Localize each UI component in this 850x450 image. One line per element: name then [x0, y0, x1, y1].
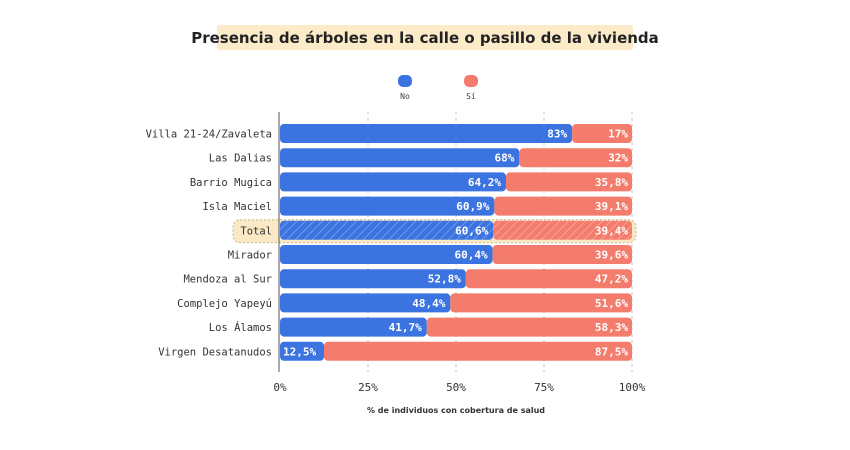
category-label: Los Álamos [209, 321, 272, 334]
value-label-si: 58,3% [595, 321, 628, 334]
category-label: Mendoza al Sur [183, 274, 272, 286]
category-label: Virgen Desatanudos [158, 346, 272, 358]
bar-no [280, 172, 506, 192]
value-label-no: 48,4% [412, 297, 445, 310]
bar-si [519, 148, 632, 168]
value-label-no: 12,5% [283, 345, 316, 358]
x-tick-label: 0% [273, 381, 287, 394]
category-labels: Villa 21-24/Zavaleta Las Dalias Barrio Mug… [146, 129, 272, 359]
chart-title-background [217, 25, 633, 50]
bar-si [494, 196, 632, 216]
category-label: Barrio Mugica [190, 177, 272, 189]
category-label: Las Dalias [209, 153, 272, 165]
legend-label-0: No [400, 92, 410, 101]
bar-no [280, 124, 573, 143]
x-tick-label: 25% [358, 381, 378, 394]
bar-no [280, 341, 324, 361]
value-label-si: 87,5% [595, 345, 628, 358]
bar-si [505, 172, 632, 192]
legend-swatch-1 [464, 75, 478, 87]
category-label: Total [240, 225, 272, 237]
value-label-no: 60,9% [456, 200, 489, 213]
value-label-no: 64,2% [468, 176, 501, 189]
value-label-si: 39,6% [595, 249, 628, 262]
category-label: Complejo Yapeyú [177, 298, 272, 310]
x-tick-label: 100% [619, 381, 646, 394]
legend-label-1: Sí [466, 92, 476, 101]
category-label: Mirador [228, 250, 272, 262]
value-label-no: 52,8% [428, 273, 461, 286]
value-label-no: 83% [547, 128, 567, 141]
value-label-no: 60,6% [455, 224, 488, 237]
bar-no [280, 196, 495, 216]
x-axis-label: % de individuos con cobertura de salud [367, 406, 545, 415]
value-label-no: 68% [494, 152, 514, 165]
value-label-si: 47,2% [595, 273, 628, 286]
bars: 83% 17% 68% 32% 64,2% 35,8% 60,9% 39,1% 60,6% 39,… [280, 124, 632, 361]
bar-si [572, 124, 632, 143]
x-tick-label: 50% [446, 381, 466, 394]
value-label-no: 41,7% [389, 321, 422, 334]
bar-si [324, 341, 632, 361]
value-label-no: 60,4% [454, 249, 487, 262]
value-label-si: 32% [608, 152, 628, 165]
bar-no [280, 245, 493, 264]
value-label-si: 17% [608, 128, 628, 141]
legend: No Sí [398, 75, 478, 101]
legend-swatch-0 [398, 75, 412, 87]
x-axis-ticks: 0% 25% 50% 75% 100% [273, 381, 645, 394]
category-label: Isla Maciel [202, 201, 272, 213]
bar-no [280, 317, 427, 337]
value-label-si: 39,4% [595, 224, 628, 237]
bar-si [492, 245, 632, 264]
bar-si [426, 317, 632, 337]
bar-no [280, 293, 451, 313]
x-tick-label: 75% [534, 381, 554, 394]
value-label-si: 35,8% [595, 176, 628, 189]
category-label: Villa 21-24/Zavaleta [146, 129, 272, 141]
bar-hatch [493, 220, 632, 240]
bar-no [280, 269, 466, 289]
bar-si [465, 269, 632, 289]
bar-si [450, 293, 632, 313]
chart-title: Presencia de árboles en la calle o pasil… [191, 29, 659, 47]
bar-no [280, 148, 520, 168]
value-label-si: 39,1% [595, 200, 628, 213]
bar-hatch [280, 220, 494, 240]
value-label-si: 51,6% [595, 297, 628, 310]
